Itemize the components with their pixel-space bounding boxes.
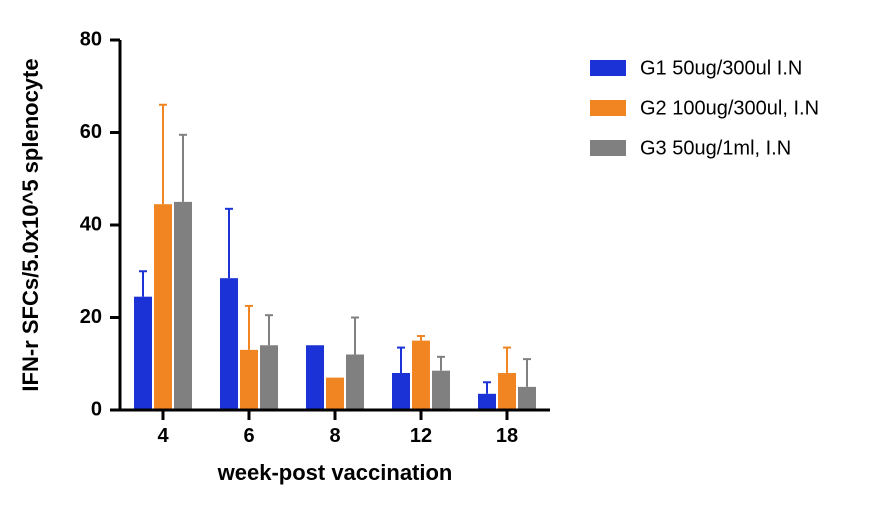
x-axis-label: week-post vaccination xyxy=(217,460,453,485)
x-tick-label: 8 xyxy=(329,425,340,447)
legend-swatch xyxy=(590,140,626,156)
y-tick-label: 20 xyxy=(80,306,102,328)
bar xyxy=(220,278,238,410)
legend-swatch xyxy=(590,60,626,76)
legend-swatch xyxy=(590,100,626,116)
bar-chart: 0 20 40 60 80 4 6 8 12 18 week-post vaccination IFN… xyxy=(0,0,878,525)
legend-label: G3 50ug/1ml, I.N xyxy=(640,137,791,159)
bar xyxy=(134,297,152,410)
bar xyxy=(240,350,258,410)
bar xyxy=(326,378,344,410)
x-tick-label: 12 xyxy=(410,425,432,447)
bar xyxy=(432,371,450,410)
x-tick-label: 6 xyxy=(243,425,254,447)
bar xyxy=(412,341,430,410)
x-tick-label: 18 xyxy=(496,425,518,447)
bar xyxy=(154,204,172,410)
bar xyxy=(478,394,496,410)
bar xyxy=(174,202,192,410)
bar xyxy=(260,345,278,410)
bar xyxy=(346,355,364,411)
bar xyxy=(498,373,516,410)
x-tick-label: 4 xyxy=(157,425,169,447)
y-axis-label: IFN-r SFCs/5.0x10^5 splenocyte xyxy=(18,58,43,391)
y-tick-label: 80 xyxy=(80,28,102,50)
y-tick-label: 40 xyxy=(80,213,102,235)
legend-label: G2 100ug/300ul, I.N xyxy=(640,97,819,119)
y-tick-label: 0 xyxy=(91,398,102,420)
chart-container: 0 20 40 60 80 4 6 8 12 18 week-post vaccination IFN… xyxy=(0,0,878,525)
bar xyxy=(306,345,324,410)
legend-label: G1 50ug/300ul I.N xyxy=(640,57,802,79)
y-tick-label: 60 xyxy=(80,121,102,143)
bar xyxy=(518,387,536,410)
bar xyxy=(392,373,410,410)
